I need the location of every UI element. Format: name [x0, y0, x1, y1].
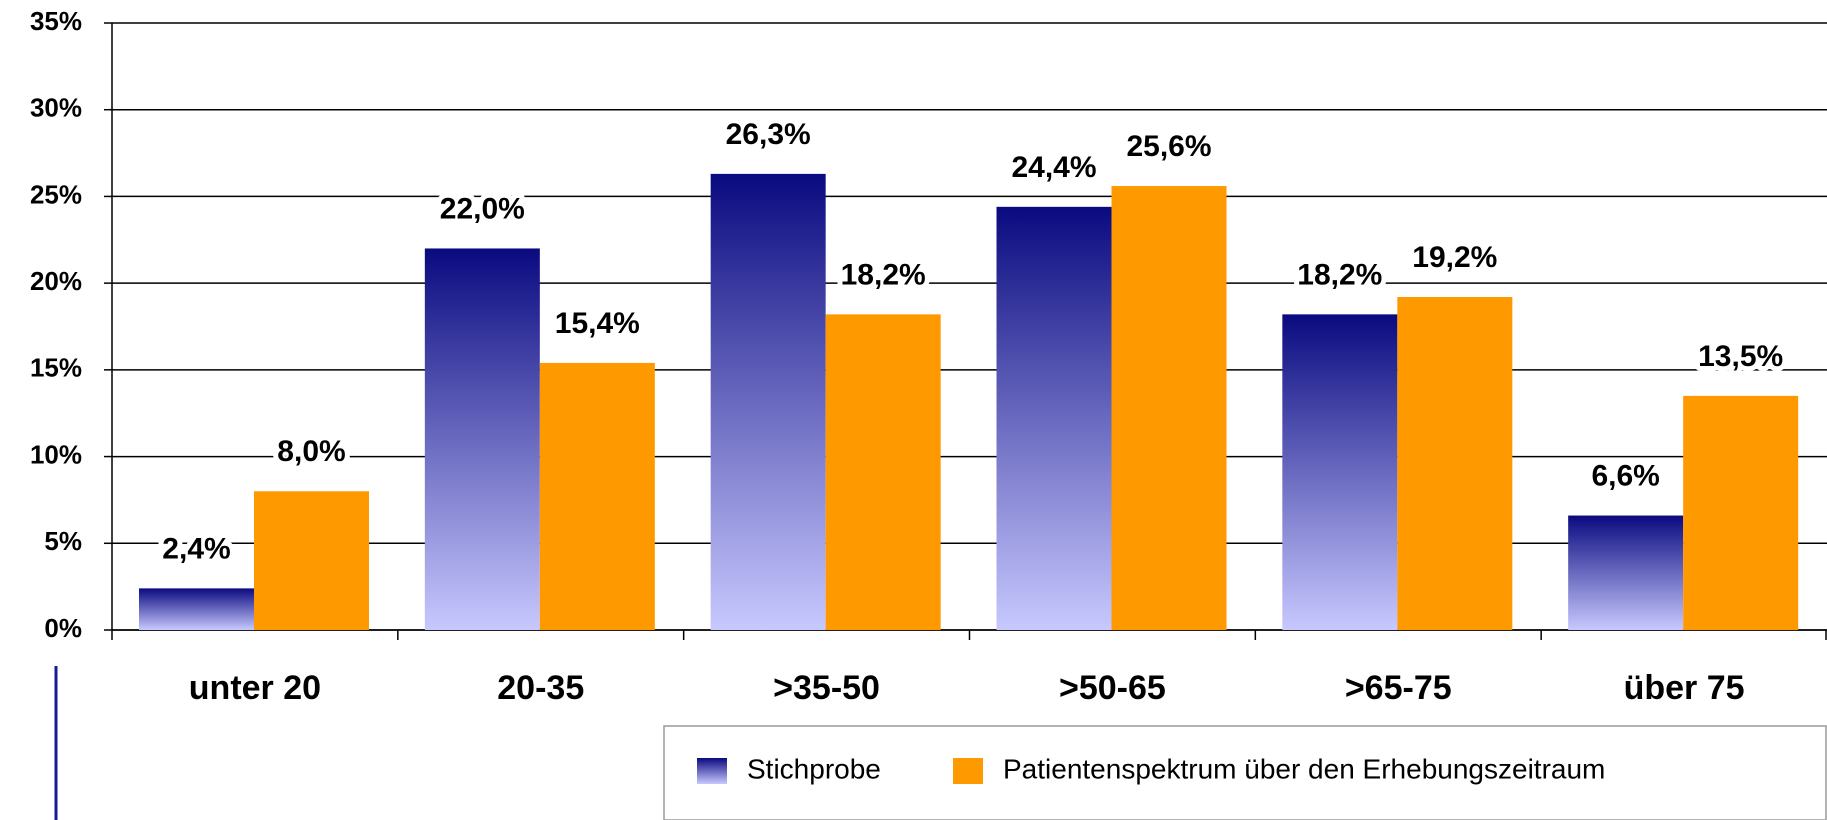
bar	[1111, 186, 1227, 630]
y-tick-label: 0%	[44, 613, 82, 643]
legend-label: Patientenspektrum über den Erhebungszeit…	[1003, 753, 1605, 784]
y-tick-label: 35%	[30, 6, 82, 36]
x-tick-label: >50-65	[1059, 669, 1166, 707]
y-tick-label: 10%	[30, 439, 82, 469]
value-label: 19,2%	[1412, 241, 1497, 274]
legend-swatch	[953, 758, 983, 784]
bar	[1282, 314, 1398, 630]
x-tick-label: >35-50	[773, 669, 880, 707]
value-label: 18,2%	[1297, 258, 1382, 291]
bar	[825, 314, 941, 630]
bar	[996, 206, 1112, 630]
legend-box	[663, 725, 1827, 820]
y-tick-label: 5%	[44, 526, 82, 556]
y-tick-label: 15%	[30, 353, 82, 383]
x-tick-label: über 75	[1624, 669, 1745, 707]
value-label: 15,4%	[555, 307, 640, 340]
value-label: 22,0%	[440, 192, 525, 225]
value-label: 8,0%	[277, 435, 345, 468]
y-tick-label: 25%	[30, 179, 82, 209]
x-tick-label: unter 20	[189, 669, 321, 707]
bar	[539, 362, 655, 630]
legend-swatch	[697, 758, 727, 784]
value-label: 26,3%	[726, 118, 811, 151]
bar	[710, 173, 826, 630]
bar	[1568, 515, 1684, 630]
value-label: 2,4%	[162, 532, 230, 565]
y-tick-label: 20%	[30, 266, 82, 296]
x-tick-label: >65-75	[1345, 669, 1452, 707]
bar	[1397, 297, 1513, 630]
value-label: 13,5%	[1698, 340, 1783, 373]
y-tick-label: 30%	[30, 93, 82, 123]
value-label: 24,4%	[1011, 151, 1096, 184]
bar	[424, 248, 540, 630]
bar	[139, 588, 254, 630]
value-label: 6,6%	[1591, 459, 1659, 492]
bar	[254, 491, 369, 630]
x-tick-label: 20-35	[497, 669, 584, 707]
bar	[1683, 395, 1799, 630]
legend-label: Stichprobe	[747, 753, 881, 784]
value-label: 18,2%	[841, 258, 926, 291]
value-label: 25,6%	[1126, 130, 1211, 163]
